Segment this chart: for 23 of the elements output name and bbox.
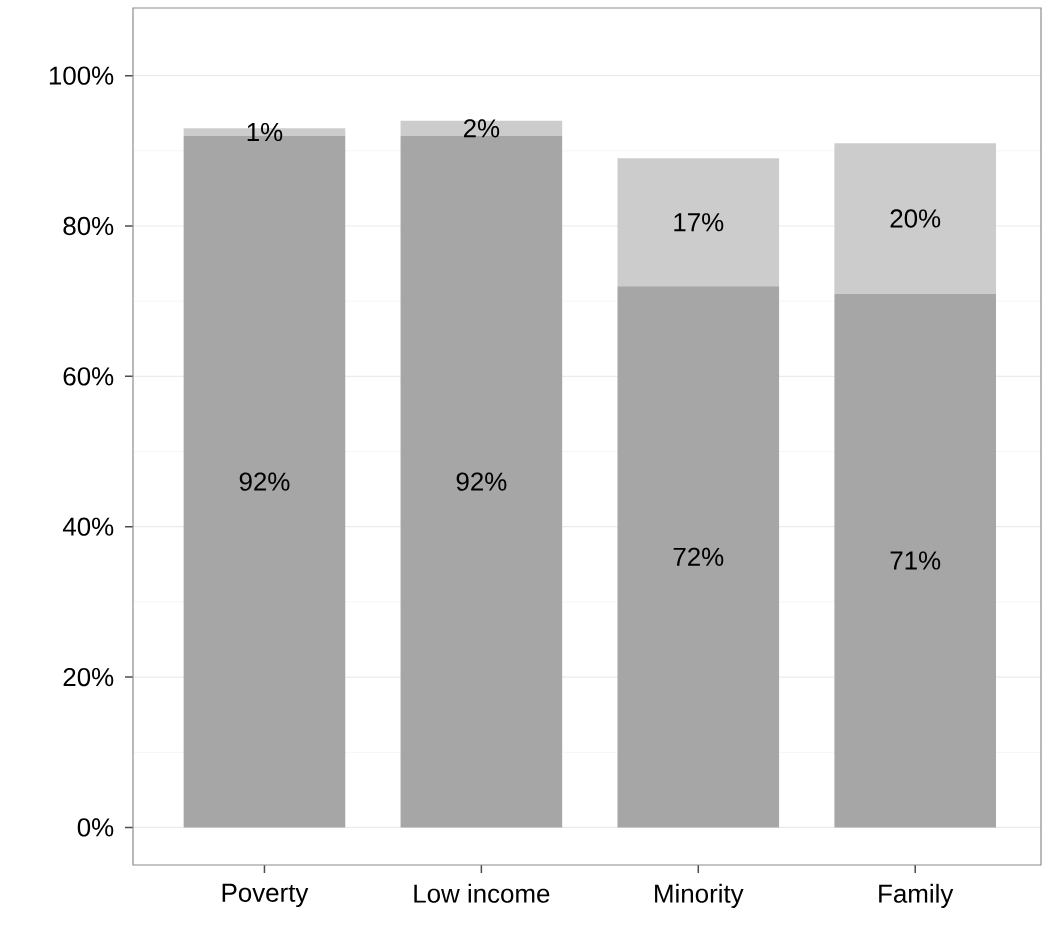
bar — [617, 286, 780, 828]
data-label: 92% — [239, 472, 290, 491]
data-label: 92% — [456, 472, 507, 491]
x-tick-label: Minority — [655, 883, 744, 908]
data-label: 1% — [247, 122, 283, 142]
data-label: 17% — [674, 213, 724, 232]
y-tick-label: 0% — [77, 818, 114, 837]
data-label: 71% — [890, 551, 941, 570]
x-tick-label: Poverty — [222, 883, 309, 908]
y-tick-label: 20% — [63, 667, 114, 687]
bar — [834, 293, 996, 828]
bar — [834, 143, 996, 294]
bar — [400, 120, 563, 136]
y-tick-label: 100% — [49, 66, 114, 85]
bar — [617, 158, 780, 287]
x-tick-label: Family — [879, 883, 954, 908]
data-label: 20% — [890, 209, 941, 228]
data-label: 72% — [673, 547, 724, 566]
x-tick-label: Low income — [414, 883, 550, 903]
data-label: 2% — [463, 119, 500, 138]
y-tick-label: 40% — [62, 517, 114, 536]
y-tick-label: 80% — [63, 216, 114, 236]
y-tick-label: 60% — [63, 367, 114, 386]
